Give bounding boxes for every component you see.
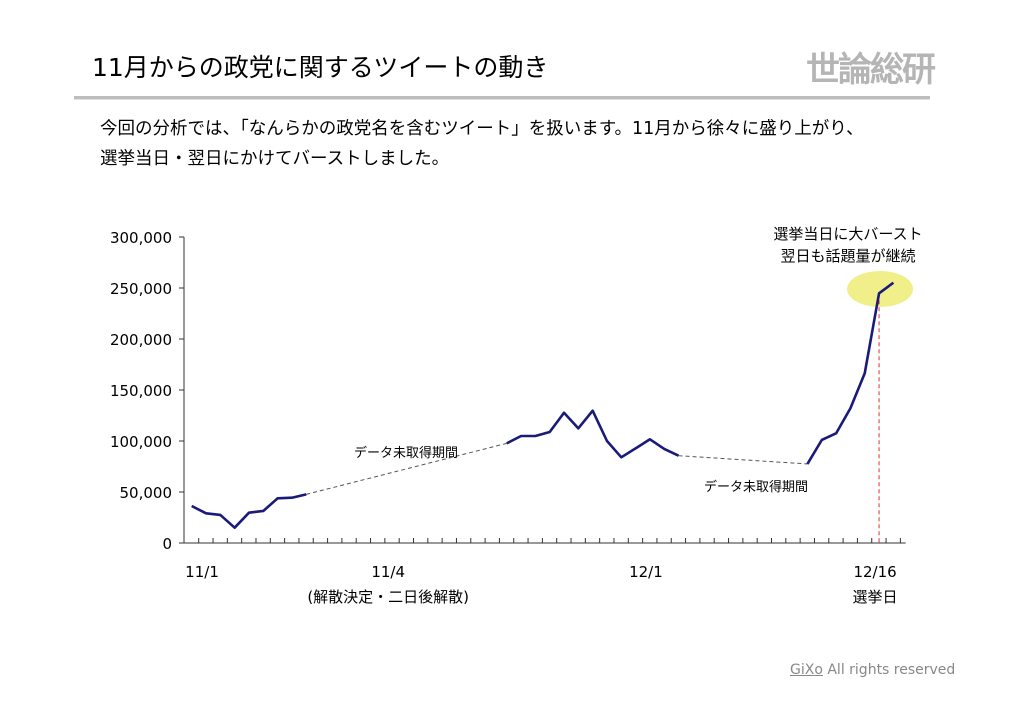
y-tick-label: 200,000	[110, 331, 172, 349]
burst-highlight	[847, 271, 914, 307]
x-tick-label: 11/1	[185, 563, 219, 581]
x-tick-sublabel: 選挙日	[853, 588, 898, 606]
footer-text: All rights reserved	[822, 662, 956, 678]
x-tick-label: 12/1	[629, 563, 663, 581]
logo: 世論総研	[806, 50, 936, 90]
gap-label: データ未取得期間	[704, 479, 808, 495]
annotation-line: 選挙当日に大バースト	[773, 225, 922, 243]
y-tick-label: 150,000	[110, 382, 172, 400]
x-tick-sublabel: (解散決定・二日後解散)	[307, 588, 469, 606]
y-tick-label: 0	[162, 535, 172, 553]
footer: GiXo All rights reserved	[790, 662, 955, 678]
annotation-line: 翌日も話題量が継続	[780, 247, 915, 265]
series-line	[506, 409, 680, 459]
y-tick-label: 100,000	[110, 433, 172, 451]
title-divider	[74, 96, 930, 100]
description-line: 選挙当日・翌日にかけてバーストしました。	[100, 149, 450, 169]
footer-brand: GiXo	[790, 662, 823, 678]
x-tick-label: 11/4	[371, 563, 405, 581]
y-tick-label: 300,000	[110, 229, 172, 247]
y-tick-label: 50,000	[120, 484, 173, 502]
gap-dashed-line	[678, 455, 808, 465]
description-line: 今回の分析では、「なんらかの政党名を含むツイート」を扱います。11月から徐々に盛…	[100, 119, 864, 139]
x-tick-label: 12/16	[853, 563, 896, 581]
y-tick-label: 250,000	[110, 280, 172, 298]
gap-label: データ未取得期間	[354, 445, 458, 461]
description: 今回の分析では、「なんらかの政党名を含むツイート」を扱います。11月から徐々に盛…	[100, 114, 864, 174]
series-line	[191, 493, 307, 530]
series-line	[806, 281, 895, 465]
slide-title: 11月からの政党に関するツイートの動き	[92, 53, 549, 82]
